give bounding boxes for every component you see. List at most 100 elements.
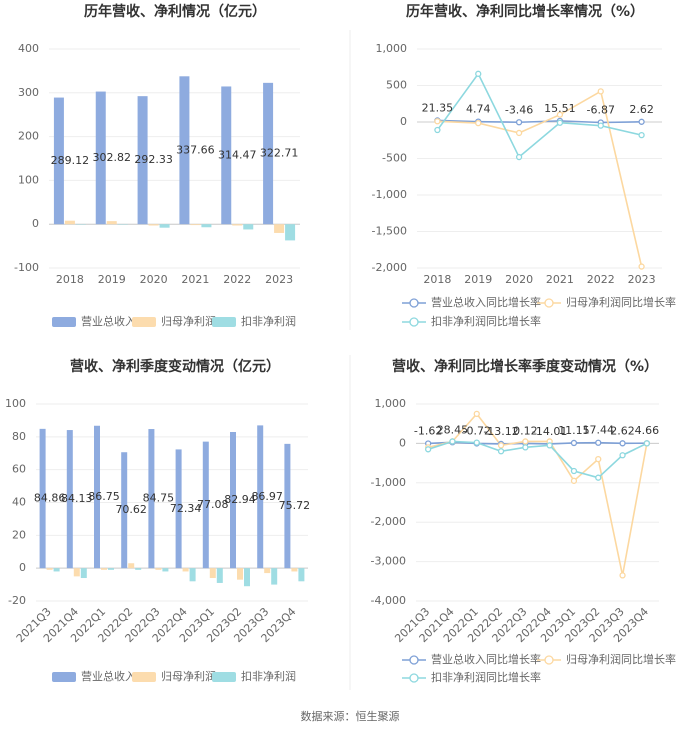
data-label: 289.12 — [51, 154, 90, 167]
bar — [155, 568, 162, 570]
point — [515, 129, 523, 137]
bar — [298, 568, 305, 582]
legend-label: 营业总收入 — [81, 314, 136, 328]
line — [436, 72, 642, 159]
legend-swatch — [132, 672, 156, 682]
data-label: 2.62 — [610, 424, 635, 437]
bar — [108, 568, 114, 570]
line — [427, 412, 648, 576]
bar — [148, 224, 159, 226]
legend-label: 扣非净利润同比增长率 — [431, 670, 541, 684]
data-label: 292.33 — [134, 153, 173, 166]
data-label: 82.94 — [224, 493, 256, 506]
data-label: 314.47 — [218, 148, 257, 161]
data-label: 84.75 — [143, 492, 175, 505]
data-label: -13.12 — [483, 425, 518, 438]
data-label: 84.13 — [61, 492, 93, 505]
y-tick-label: -500 — [382, 152, 407, 165]
point — [595, 456, 602, 463]
data-label: 17.44 — [583, 424, 615, 437]
legend-label: 扣非净利润 — [241, 669, 296, 683]
legend-swatch — [544, 298, 554, 308]
bar — [209, 568, 216, 579]
x-tick-label: 2023 — [628, 273, 656, 286]
bar — [128, 563, 135, 569]
data-label: 0.12 — [513, 424, 538, 437]
point — [475, 70, 482, 77]
bar — [263, 82, 274, 225]
bar — [53, 568, 60, 572]
bar — [121, 452, 128, 569]
bar — [243, 224, 254, 230]
y-tick-label: -2,000 — [372, 261, 407, 274]
point — [638, 263, 645, 270]
bar — [202, 441, 209, 569]
bar — [230, 432, 236, 569]
bar — [232, 224, 243, 226]
x-tick-label: 2021 — [546, 273, 574, 286]
legend-swatch — [409, 317, 419, 327]
bar — [257, 425, 264, 569]
y-tick-label: 20 — [12, 528, 26, 541]
point — [570, 477, 578, 484]
point — [638, 131, 645, 139]
point — [473, 410, 480, 418]
chart-title: 营收、净利季度变动情况（亿元） — [70, 358, 280, 375]
y-tick-label: -1,000 — [371, 476, 406, 489]
point — [638, 118, 645, 125]
legend-swatch — [52, 317, 76, 327]
point — [643, 440, 650, 447]
data-label: -6.87 — [587, 104, 615, 117]
point — [522, 444, 529, 451]
data-label: 302.82 — [93, 151, 132, 164]
y-tick-label: 0 — [19, 561, 26, 574]
chart-title: 营收、净利同比增长率季度变动情况（%） — [392, 358, 658, 375]
point — [522, 438, 529, 445]
data-label: 337.66 — [176, 143, 215, 156]
y-tick-label: -20 — [8, 594, 26, 607]
y-tick-label: 40 — [12, 496, 26, 509]
data-label: 70.62 — [115, 503, 147, 516]
bar — [95, 91, 106, 225]
bar — [159, 224, 170, 228]
point — [515, 119, 523, 126]
line — [428, 441, 647, 445]
bar — [53, 97, 64, 225]
bar — [221, 86, 232, 225]
bar — [64, 220, 75, 225]
x-tick-label: 2023 — [265, 273, 293, 286]
x-tick-label: 2020 — [140, 273, 168, 286]
x-tick-label: 2020 — [505, 273, 533, 286]
x-tick-label: 2019 — [98, 273, 126, 286]
bar — [179, 76, 190, 225]
legend-swatch — [409, 298, 419, 308]
y-tick-label: -1,500 — [372, 225, 407, 238]
point — [619, 440, 626, 447]
bar — [66, 430, 73, 569]
data-label: 15.51 — [544, 102, 576, 115]
x-tick-label: 2021 — [181, 273, 209, 286]
data-label: 4.66 — [635, 424, 660, 437]
y-tick-label: -100 — [14, 261, 39, 274]
x-tick-label: 2018 — [423, 273, 451, 286]
bar — [162, 568, 169, 572]
y-tick-label: 200 — [18, 130, 39, 143]
line — [427, 440, 648, 479]
data-label: 322.71 — [260, 147, 299, 160]
y-tick-label: 1,000 — [375, 397, 407, 410]
point — [619, 452, 626, 459]
bar — [284, 443, 291, 569]
legend-swatch — [409, 655, 419, 665]
bar — [148, 429, 155, 569]
y-tick-label: 300 — [18, 86, 39, 99]
data-label: 77.08 — [197, 498, 229, 511]
source-note: 数据来源：恒生聚源 — [301, 709, 400, 723]
point — [570, 439, 578, 447]
point — [497, 448, 505, 455]
legend-label: 营业总收入同比增长率 — [431, 295, 541, 309]
bar — [135, 568, 142, 570]
legend-swatch — [409, 673, 419, 683]
legend-label: 营业总收入 — [81, 669, 136, 683]
chart-title: 历年营收、净利情况（亿元） — [84, 3, 266, 20]
point — [556, 119, 564, 126]
